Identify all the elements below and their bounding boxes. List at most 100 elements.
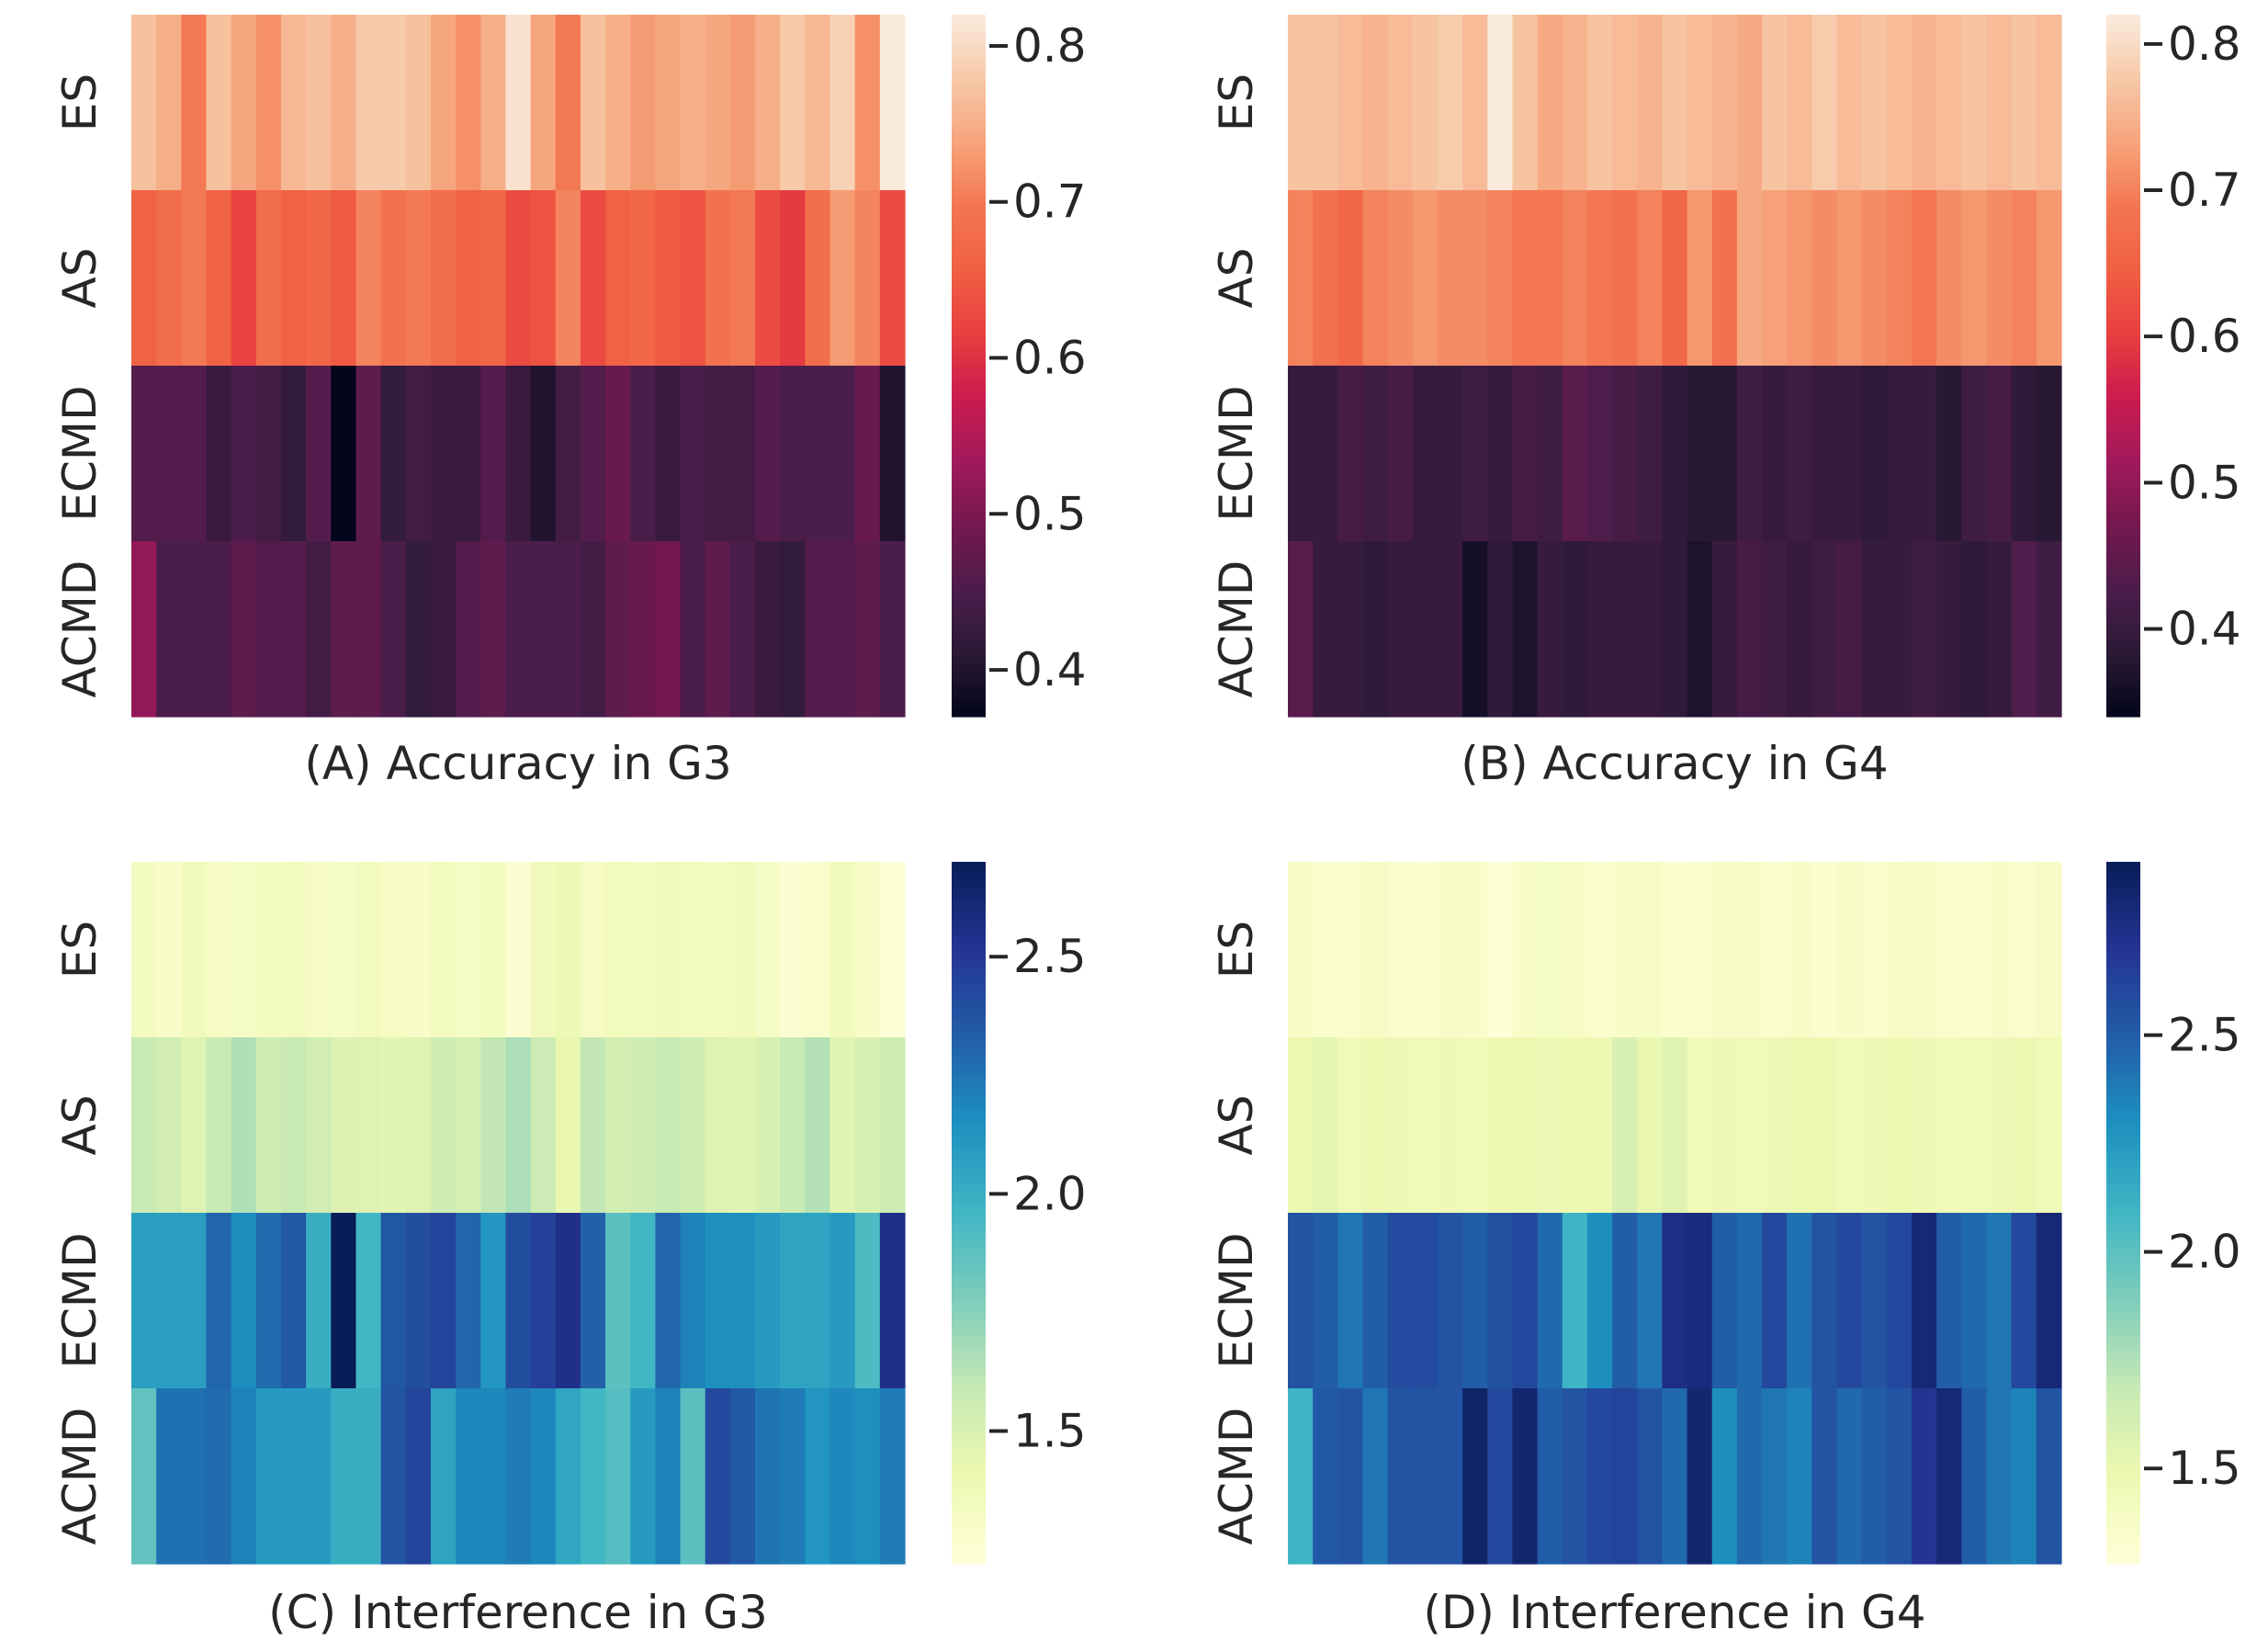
colorbar-tick-label: 0.6 [2168,310,2241,363]
colorbar-segment [952,500,986,507]
heatmap-cell [2036,1037,2062,1214]
heatmap-cell [705,15,731,191]
colorbar-segment [2106,441,2140,448]
heatmap-cell [1612,862,1638,1038]
heatmap-cell [156,1037,182,1214]
colorbar-segment [952,634,986,641]
heatmap-cell [805,862,831,1038]
heatmap-cell [1337,15,1364,191]
heatmap-cell [2011,366,2037,542]
colorbar-segment [2106,617,2140,624]
colorbar-segment [952,949,986,956]
colorbar-segment [952,307,986,314]
heatmap-cell [755,15,781,191]
colorbar-segment [952,512,986,519]
colorbar-segment [952,559,986,566]
colorbar-segment [952,102,986,109]
heatmap-cell [1986,1213,2013,1389]
heatmap-cell [854,366,881,542]
colorbar-segment [2106,698,2140,706]
heatmap-cell [1861,1388,1888,1565]
colorbar-segment [952,1236,986,1243]
heatmap-cell [380,190,407,367]
colorbar-segment [952,418,986,425]
colorbar-segment [952,149,986,156]
heatmap-cell [1537,1388,1563,1565]
colorbar-segment [2106,201,2140,209]
heatmap-cell [705,1388,731,1565]
heatmap-cell [555,190,581,367]
colorbar-segment [2106,114,2140,121]
heatmap-cell [1811,366,1838,542]
colorbar-segment [952,1406,986,1413]
heatmap-cell [380,15,407,191]
heatmap-cell [405,1388,432,1565]
colorbar-segment [2106,547,2140,554]
colorbar-segment [2106,1394,2140,1401]
heatmap-cell [1711,1213,1738,1389]
colorbar-tick-label: 1.5 [1013,1404,1087,1457]
colorbar-segment [2106,394,2140,402]
colorbar-segment [952,523,986,530]
colorbar-segment [2106,1171,2140,1179]
heatmap-cell [1288,541,1314,718]
colorbar-segment [952,424,986,431]
heatmap-cell [1487,15,1514,191]
colorbar-segment [2106,1434,2140,1442]
colorbar-segment [952,161,986,168]
colorbar-segment [952,710,986,718]
colorbar-segment [952,1189,986,1196]
row-label: ECMD [1210,1232,1263,1368]
heatmap-cell [1362,862,1389,1038]
heatmap-cell [1462,366,1488,542]
colorbar-segment [952,1470,986,1477]
colorbar-segment [2106,102,2140,109]
heatmap-cell [630,1213,656,1389]
heatmap-cell [355,541,382,718]
colorbar-segment [952,190,986,197]
colorbar-segment [952,371,986,379]
heatmap-cell [1512,1388,1539,1565]
heatmap-cell [1586,1037,1613,1214]
heatmap-cell [1836,15,1863,191]
heatmap-cell [1412,1213,1439,1389]
colorbar-segment [952,582,986,589]
colorbar-segment [2106,611,2140,618]
heatmap-cell [1687,862,1713,1038]
heatmap-cell [580,1213,606,1389]
heatmap-cell [1986,366,2013,542]
colorbar-segment [952,277,986,285]
heatmap-cell [280,15,307,191]
colorbar-segment [952,611,986,618]
colorbar-segment [2106,1154,2140,1161]
heatmap-cell [1337,862,1364,1038]
heatmap-cell [255,1213,282,1389]
heatmap-cell [306,1388,332,1565]
heatmap-cell [1537,541,1563,718]
heatmap-cell [306,1037,332,1214]
heatmap-cell [131,1213,157,1389]
heatmap-cell [1487,862,1514,1038]
colorbar-segment [2106,1265,2140,1273]
heatmap-cell [1736,541,1763,718]
colorbar-segment [952,412,986,419]
row-label: AS [1210,1095,1263,1156]
heatmap-cell [755,190,781,367]
heatmap-cell [405,541,432,718]
heatmap-cell [430,862,457,1038]
heatmap-cell [605,1388,631,1565]
colorbar-segment [952,1241,986,1249]
colorbar-segment [2106,295,2140,302]
heatmap-cell [231,1037,257,1214]
row-label: AS [53,1095,107,1156]
heatmap-cell [1562,1388,1588,1565]
heatmap-cell [1811,541,1838,718]
colorbar-segment [2106,996,2140,1003]
colorbar-segment [2106,260,2140,267]
heatmap-cell [1288,1037,1314,1214]
heatmap-cell [505,541,532,718]
heatmap-cell [1437,1037,1463,1214]
colorbar-segment [2106,412,2140,419]
heatmap-cell [1362,15,1389,191]
heatmap-cell [829,862,856,1038]
